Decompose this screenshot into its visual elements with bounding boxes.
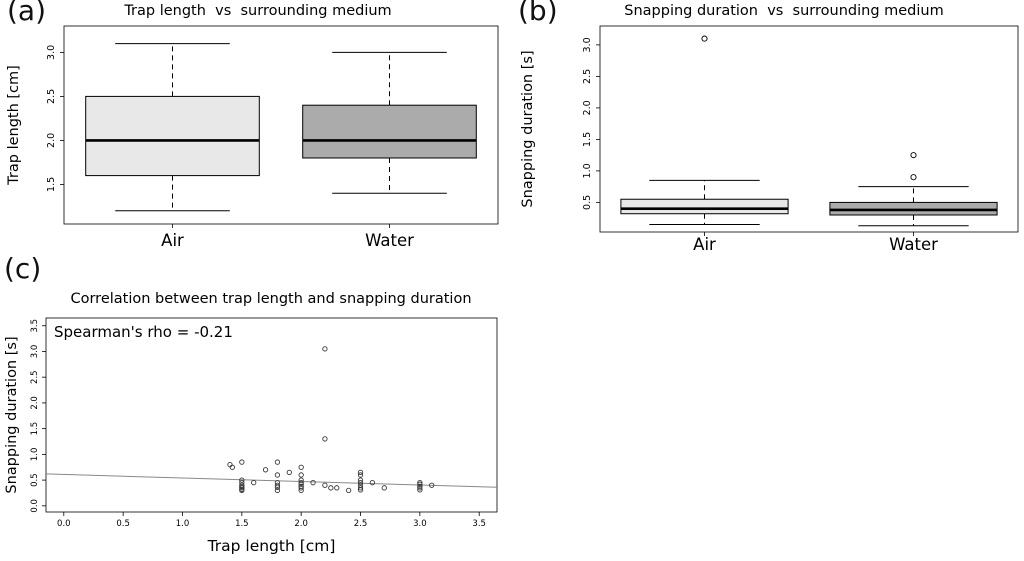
svg-text:Trap length vs surrounding m: Trap length vs surrounding medium — [123, 3, 391, 19]
svg-text:Spearman's rho = -0.21: Spearman's rho = -0.21 — [54, 323, 233, 341]
svg-text:1.0: 1.0 — [582, 163, 593, 178]
svg-text:1.0: 1.0 — [30, 448, 40, 462]
svg-text:Snapping duration [s]: Snapping duration [s] — [4, 336, 20, 493]
svg-text:2.5: 2.5 — [46, 89, 57, 104]
svg-text:0.5: 0.5 — [30, 473, 40, 487]
scatter-correlation-trap-length-snapping-duration: Correlation between trap length and snap… — [4, 291, 498, 555]
boxplot-snapping-duration-vs-medium: Snapping duration vs surrounding medium S… — [520, 3, 1019, 254]
svg-text:1.5: 1.5 — [46, 177, 57, 192]
svg-text:3.0: 3.0 — [413, 519, 427, 529]
panel-b-label: (b) — [518, 0, 558, 27]
svg-text:0.0: 0.0 — [30, 499, 40, 513]
svg-text:0.0: 0.0 — [57, 519, 71, 529]
svg-text:Snapping duration [s]: Snapping duration [s] — [520, 50, 536, 207]
svg-text:Air: Air — [161, 231, 184, 250]
svg-text:3.0: 3.0 — [582, 37, 593, 52]
svg-text:Air: Air — [693, 235, 716, 254]
svg-text:2.5: 2.5 — [582, 69, 593, 84]
svg-text:2.0: 2.0 — [46, 133, 57, 148]
svg-text:2.5: 2.5 — [354, 519, 368, 529]
svg-text:Water: Water — [889, 235, 938, 254]
svg-text:Water: Water — [365, 231, 414, 250]
svg-text:2.0: 2.0 — [582, 100, 593, 115]
svg-text:1.5: 1.5 — [582, 132, 593, 147]
svg-text:1.0: 1.0 — [176, 519, 190, 529]
svg-text:Correlation between trap lengt: Correlation between trap length and snap… — [70, 291, 471, 307]
panel-c-label: (c) — [4, 252, 42, 285]
svg-text:3.0: 3.0 — [30, 345, 40, 359]
svg-text:Snapping duration vs surroun: Snapping duration vs surrounding medium — [624, 3, 943, 19]
svg-text:0.5: 0.5 — [582, 195, 593, 210]
svg-text:3.0: 3.0 — [46, 45, 57, 60]
panel-a-label: (a) — [7, 0, 47, 27]
svg-text:3.5: 3.5 — [30, 319, 40, 333]
svg-text:3.5: 3.5 — [472, 519, 486, 529]
svg-text:1.5: 1.5 — [235, 519, 249, 529]
svg-text:0.5: 0.5 — [116, 519, 130, 529]
svg-text:1.5: 1.5 — [30, 422, 40, 436]
svg-text:2.5: 2.5 — [30, 370, 40, 384]
svg-text:Trap length [cm]: Trap length [cm] — [207, 537, 336, 555]
boxplot-trap-length-vs-medium: Trap length vs surrounding medium Trap le… — [6, 3, 499, 250]
svg-text:Trap length [cm]: Trap length [cm] — [6, 65, 22, 186]
svg-text:2.0: 2.0 — [30, 396, 40, 410]
svg-text:2.0: 2.0 — [294, 519, 308, 529]
